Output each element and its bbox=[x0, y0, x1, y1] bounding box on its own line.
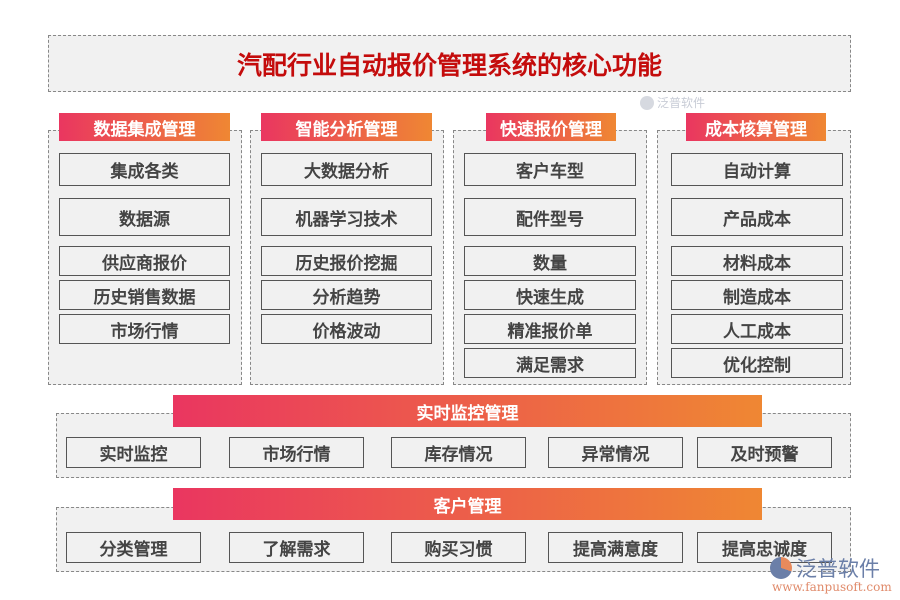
brand-logo: 泛普软件 bbox=[770, 553, 880, 583]
fanpu-logo-icon bbox=[640, 95, 654, 110]
column-header: 数据集成管理 bbox=[59, 113, 230, 141]
feature-item[interactable]: 自动计算 bbox=[671, 153, 843, 186]
feature-item[interactable]: 历史销售数据 bbox=[59, 280, 230, 310]
feature-item[interactable]: 数据源 bbox=[59, 198, 230, 236]
brand-name: 泛普软件 bbox=[796, 557, 880, 581]
feature-item[interactable]: 异常情况 bbox=[548, 437, 683, 468]
feature-item[interactable]: 分析趋势 bbox=[261, 280, 432, 310]
feature-item[interactable]: 精准报价单 bbox=[464, 314, 636, 344]
feature-item[interactable]: 市场行情 bbox=[229, 437, 364, 468]
feature-item[interactable]: 提高忠诚度 bbox=[697, 532, 832, 563]
feature-item[interactable]: 库存情况 bbox=[391, 437, 526, 468]
feature-item[interactable]: 数量 bbox=[464, 246, 636, 276]
feature-item[interactable]: 大数据分析 bbox=[261, 153, 432, 186]
feature-item[interactable]: 分类管理 bbox=[66, 532, 201, 563]
fanpu-logo-icon bbox=[770, 557, 792, 579]
feature-item[interactable]: 制造成本 bbox=[671, 280, 843, 310]
row-header: 客户管理 bbox=[173, 488, 762, 520]
feature-item[interactable]: 快速生成 bbox=[464, 280, 636, 310]
feature-item[interactable]: 人工成本 bbox=[671, 314, 843, 344]
column-header: 成本核算管理 bbox=[686, 113, 826, 141]
feature-item[interactable]: 优化控制 bbox=[671, 348, 843, 378]
feature-item[interactable]: 配件型号 bbox=[464, 198, 636, 236]
feature-item[interactable]: 市场行情 bbox=[59, 314, 230, 344]
feature-item[interactable]: 实时监控 bbox=[66, 437, 201, 468]
feature-item[interactable]: 产品成本 bbox=[671, 198, 843, 236]
title-box: 汽配行业自动报价管理系统的核心功能 bbox=[48, 35, 851, 92]
watermark-top: 泛普软件 bbox=[640, 94, 705, 111]
feature-item[interactable]: 了解需求 bbox=[229, 532, 364, 563]
feature-item[interactable]: 机器学习技术 bbox=[261, 198, 432, 236]
column-header: 智能分析管理 bbox=[261, 113, 432, 141]
feature-item[interactable]: 价格波动 bbox=[261, 314, 432, 344]
page-title: 汽配行业自动报价管理系统的核心功能 bbox=[236, 50, 662, 80]
feature-item[interactable]: 客户车型 bbox=[464, 153, 636, 186]
row-header: 实时监控管理 bbox=[173, 395, 762, 427]
feature-item[interactable]: 满足需求 bbox=[464, 348, 636, 378]
column-header: 快速报价管理 bbox=[486, 113, 616, 141]
feature-item[interactable]: 供应商报价 bbox=[59, 246, 230, 276]
feature-item[interactable]: 提高满意度 bbox=[548, 532, 683, 563]
feature-item[interactable]: 购买习惯 bbox=[391, 532, 526, 563]
watermark-name: 泛普软件 bbox=[657, 96, 706, 110]
brand-url: www.fanpusoft.com bbox=[772, 580, 892, 594]
feature-item[interactable]: 集成各类 bbox=[59, 153, 230, 186]
feature-item[interactable]: 及时预警 bbox=[697, 437, 832, 468]
feature-item[interactable]: 材料成本 bbox=[671, 246, 843, 276]
feature-item[interactable]: 历史报价挖掘 bbox=[261, 246, 432, 276]
